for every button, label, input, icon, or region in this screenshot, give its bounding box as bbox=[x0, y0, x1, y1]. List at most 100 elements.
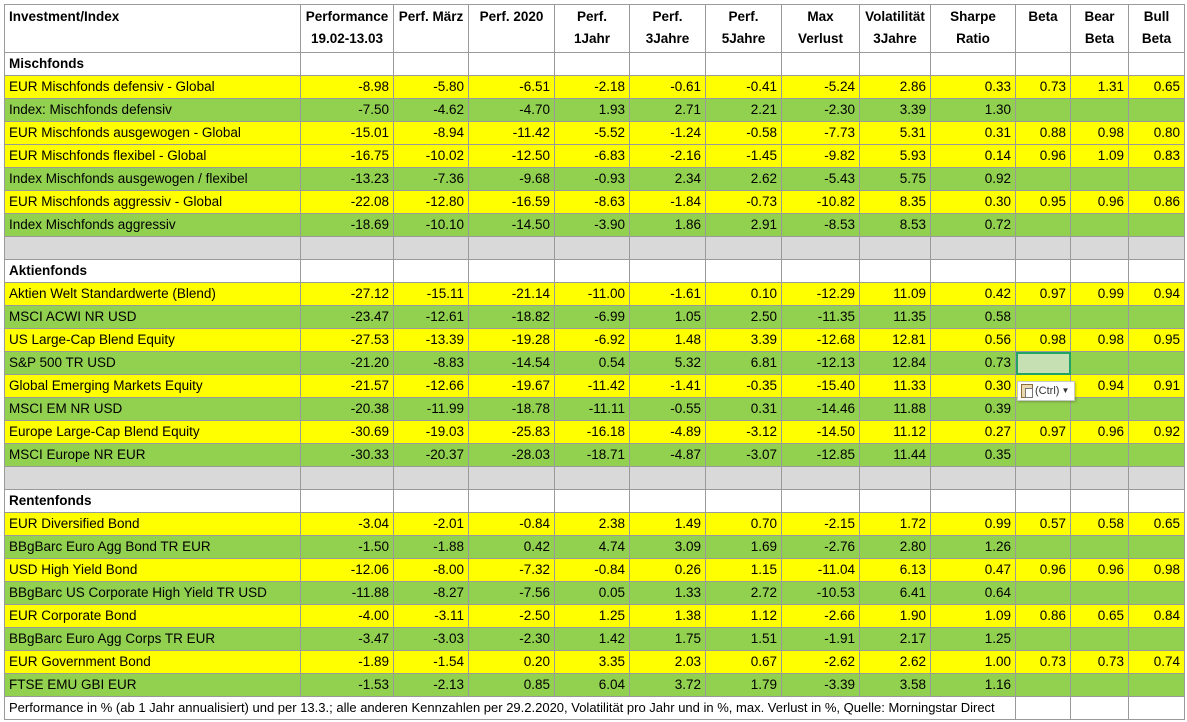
value-cell[interactable]: 1.69 bbox=[705, 535, 782, 559]
value-cell[interactable]: 1.93 bbox=[554, 98, 630, 122]
value-cell[interactable]: -22.08 bbox=[300, 190, 394, 214]
value-cell[interactable]: 3.72 bbox=[629, 673, 706, 697]
value-cell[interactable]: 0.64 bbox=[930, 581, 1016, 605]
value-cell[interactable]: -4.00 bbox=[300, 604, 394, 628]
value-cell[interactable]: 11.35 bbox=[859, 305, 931, 329]
value-cell[interactable]: -28.03 bbox=[468, 443, 555, 467]
value-cell[interactable]: -9.82 bbox=[781, 144, 860, 168]
empty-cell[interactable] bbox=[554, 259, 630, 283]
value-cell[interactable]: -15.01 bbox=[300, 121, 394, 145]
empty-cell[interactable] bbox=[705, 52, 782, 76]
row-name-cell[interactable]: Aktien Welt Standardwerte (Blend) bbox=[4, 282, 301, 306]
value-cell[interactable]: -0.55 bbox=[629, 397, 706, 421]
value-cell[interactable]: 0.98 bbox=[1128, 558, 1185, 582]
row-name-cell[interactable]: BBgBarc Euro Agg Bond TR EUR bbox=[4, 535, 301, 559]
value-cell[interactable]: -18.71 bbox=[554, 443, 630, 467]
value-cell[interactable] bbox=[1128, 673, 1185, 697]
value-cell[interactable]: 0.26 bbox=[629, 558, 706, 582]
value-cell[interactable]: -6.51 bbox=[468, 75, 555, 99]
value-cell[interactable]: -12.80 bbox=[393, 190, 469, 214]
value-cell[interactable]: 2.21 bbox=[705, 98, 782, 122]
empty-cell[interactable] bbox=[705, 489, 782, 513]
value-cell[interactable]: 0.83 bbox=[1128, 144, 1185, 168]
value-cell[interactable]: -18.69 bbox=[300, 213, 394, 237]
empty-cell[interactable] bbox=[859, 52, 931, 76]
value-cell[interactable]: -27.12 bbox=[300, 282, 394, 306]
value-cell[interactable]: 0.96 bbox=[1070, 420, 1129, 444]
empty-cell[interactable] bbox=[705, 466, 782, 490]
value-cell[interactable]: 0.98 bbox=[1015, 328, 1071, 352]
value-cell[interactable]: 2.62 bbox=[859, 650, 931, 674]
value-cell[interactable]: -21.20 bbox=[300, 351, 394, 375]
value-cell[interactable]: -3.04 bbox=[300, 512, 394, 536]
empty-cell[interactable] bbox=[393, 466, 469, 490]
value-cell[interactable]: 3.39 bbox=[705, 328, 782, 352]
row-name-cell[interactable]: BBgBarc US Corporate High Yield TR USD bbox=[4, 581, 301, 605]
value-cell[interactable] bbox=[1070, 213, 1129, 237]
value-cell[interactable]: -6.92 bbox=[554, 328, 630, 352]
value-cell[interactable]: 0.73 bbox=[1015, 650, 1071, 674]
value-cell[interactable]: -12.06 bbox=[300, 558, 394, 582]
value-cell[interactable]: 0.35 bbox=[930, 443, 1016, 467]
value-cell[interactable]: -4.70 bbox=[468, 98, 555, 122]
value-cell[interactable]: -1.41 bbox=[629, 374, 706, 398]
value-cell[interactable]: 1.26 bbox=[930, 535, 1016, 559]
value-cell[interactable]: 0.31 bbox=[930, 121, 1016, 145]
value-cell[interactable]: 2.86 bbox=[859, 75, 931, 99]
empty-cell[interactable] bbox=[1070, 52, 1129, 76]
value-cell[interactable]: 5.93 bbox=[859, 144, 931, 168]
value-cell[interactable]: -0.58 bbox=[705, 121, 782, 145]
value-cell[interactable]: 1.12 bbox=[705, 604, 782, 628]
value-cell[interactable]: 2.72 bbox=[705, 581, 782, 605]
value-cell[interactable]: -3.90 bbox=[554, 213, 630, 237]
empty-cell[interactable] bbox=[930, 236, 1016, 260]
value-cell[interactable]: 0.91 bbox=[1128, 374, 1185, 398]
value-cell[interactable] bbox=[1128, 535, 1185, 559]
row-name-cell[interactable]: EUR Diversified Bond bbox=[4, 512, 301, 536]
value-cell[interactable]: 2.17 bbox=[859, 627, 931, 651]
section-title[interactable]: Rentenfonds bbox=[4, 489, 301, 513]
value-cell[interactable]: -7.32 bbox=[468, 558, 555, 582]
value-cell[interactable]: -18.82 bbox=[468, 305, 555, 329]
value-cell[interactable]: -2.18 bbox=[554, 75, 630, 99]
empty-cell[interactable] bbox=[1070, 259, 1129, 283]
row-name-cell[interactable]: FTSE EMU GBI EUR bbox=[4, 673, 301, 697]
value-cell[interactable] bbox=[1070, 98, 1129, 122]
value-cell[interactable]: -1.91 bbox=[781, 627, 860, 651]
value-cell[interactable]: 0.97 bbox=[1015, 282, 1071, 306]
value-cell[interactable]: 0.39 bbox=[930, 397, 1016, 421]
value-cell[interactable]: 1.31 bbox=[1070, 75, 1129, 99]
value-cell[interactable] bbox=[1015, 535, 1071, 559]
value-cell[interactable]: 0.70 bbox=[705, 512, 782, 536]
value-cell[interactable] bbox=[1128, 305, 1185, 329]
value-cell[interactable]: -2.50 bbox=[468, 604, 555, 628]
value-cell[interactable]: 1.25 bbox=[554, 604, 630, 628]
value-cell[interactable]: -2.76 bbox=[781, 535, 860, 559]
value-cell[interactable] bbox=[1015, 213, 1071, 237]
header-name[interactable]: Investment/Index bbox=[4, 4, 301, 53]
empty-cell[interactable] bbox=[1015, 489, 1071, 513]
row-name-cell[interactable]: Global Emerging Markets Equity bbox=[4, 374, 301, 398]
value-cell[interactable]: 0.73 bbox=[1015, 75, 1071, 99]
row-name-cell[interactable]: EUR Mischfonds ausgewogen - Global bbox=[4, 121, 301, 145]
value-cell[interactable]: -2.16 bbox=[629, 144, 706, 168]
empty-cell[interactable] bbox=[1070, 489, 1129, 513]
value-cell[interactable]: -27.53 bbox=[300, 328, 394, 352]
value-cell[interactable]: -12.13 bbox=[781, 351, 860, 375]
empty-cell[interactable] bbox=[930, 259, 1016, 283]
row-name-cell[interactable]: Index Mischfonds ausgewogen / flexibel bbox=[4, 167, 301, 191]
value-cell[interactable]: 12.84 bbox=[859, 351, 931, 375]
value-cell[interactable] bbox=[1128, 351, 1185, 375]
value-cell[interactable]: -19.03 bbox=[393, 420, 469, 444]
selected-cell[interactable] bbox=[1015, 351, 1071, 375]
empty-cell[interactable] bbox=[300, 52, 394, 76]
value-cell[interactable]: -8.53 bbox=[781, 213, 860, 237]
value-cell[interactable]: 0.65 bbox=[1070, 604, 1129, 628]
empty-cell[interactable] bbox=[554, 466, 630, 490]
value-cell[interactable]: 1.42 bbox=[554, 627, 630, 651]
value-cell[interactable]: -3.03 bbox=[393, 627, 469, 651]
row-name-cell[interactable]: US Large-Cap Blend Equity bbox=[4, 328, 301, 352]
value-cell[interactable]: 0.95 bbox=[1128, 328, 1185, 352]
value-cell[interactable]: 1.38 bbox=[629, 604, 706, 628]
value-cell[interactable]: 12.81 bbox=[859, 328, 931, 352]
